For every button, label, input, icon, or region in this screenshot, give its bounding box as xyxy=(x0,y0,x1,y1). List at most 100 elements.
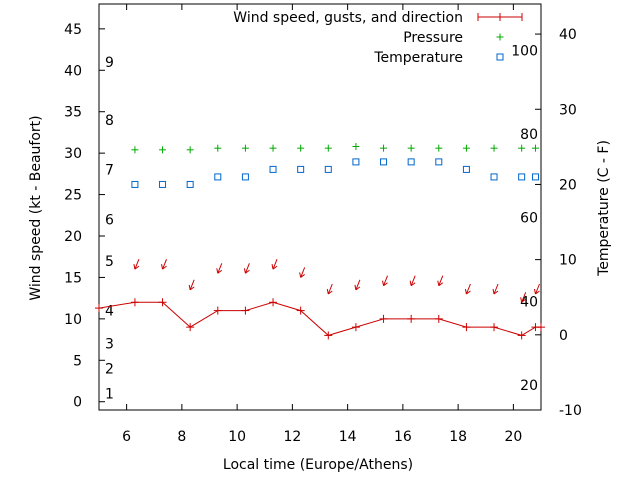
arrow-shaft xyxy=(327,283,333,295)
pressure-point xyxy=(462,144,470,152)
legend-label: Wind speed, gusts, and direction xyxy=(233,10,463,26)
pressure-point xyxy=(518,144,526,152)
arrow-head-right xyxy=(493,290,499,295)
wind-direction-arrow xyxy=(437,275,444,287)
left-axis-ticks: 0 5 10 15 20 25 30 35 40 45 xyxy=(64,22,105,411)
temperature-point xyxy=(324,165,332,173)
arrow-head-left xyxy=(520,297,523,303)
beaufort-label: 5 xyxy=(105,254,114,270)
right-tick-label: 10 xyxy=(559,253,577,269)
wind-series xyxy=(95,298,545,340)
wind-speed-point xyxy=(95,304,103,313)
wind-speed-point xyxy=(407,314,416,323)
x-tick-label: 16 xyxy=(394,429,412,445)
fahrenheit-label: 100 xyxy=(511,44,538,60)
wind-direction-arrow xyxy=(188,279,195,291)
pressure-point xyxy=(269,144,277,152)
left-tick-label: 5 xyxy=(73,353,82,369)
arrow-head-right xyxy=(466,290,471,295)
wind-direction-arrow xyxy=(243,263,250,274)
wind-speed-point xyxy=(186,323,195,332)
arrow-head-left xyxy=(161,264,164,270)
fahrenheit-label: 20 xyxy=(520,378,538,394)
wind-direction-arrow xyxy=(492,283,499,295)
arrow-head-right xyxy=(327,290,333,295)
arrow-head-right xyxy=(383,282,388,287)
wind-speed-point xyxy=(158,298,167,307)
arrow-head-right xyxy=(134,265,140,270)
pressure-point xyxy=(490,144,498,152)
x-tick-label: 10 xyxy=(228,429,246,445)
wind-direction-arrow xyxy=(409,275,416,287)
wind-speed-point xyxy=(434,314,443,323)
temperature-point xyxy=(131,180,139,188)
arrow-head-left xyxy=(326,288,329,295)
left-tick-label: 45 xyxy=(64,22,82,38)
pressure-point xyxy=(407,144,415,152)
wind-speed-point xyxy=(490,323,499,332)
pressure-series xyxy=(131,143,539,154)
wind-speed-point xyxy=(324,331,333,340)
right-tick-label: 30 xyxy=(559,102,577,118)
arrow-head-left xyxy=(492,288,495,295)
plot-frame-group xyxy=(98,3,542,411)
arrow-shaft xyxy=(300,267,306,278)
arrow-shaft xyxy=(244,263,250,274)
temperature-point xyxy=(186,180,194,188)
wind-speed-line xyxy=(98,301,541,336)
arrow-shaft xyxy=(410,275,416,286)
wind-speed-point xyxy=(351,323,360,332)
arrow-shaft xyxy=(521,292,527,303)
legend-label: Temperature xyxy=(373,50,463,66)
pressure-point xyxy=(297,144,305,152)
wind-direction-arrow xyxy=(520,292,527,303)
pressure-point xyxy=(131,146,139,154)
beaufort-label: 3 xyxy=(105,337,114,353)
temperature-point xyxy=(159,180,167,188)
arrow-head-right xyxy=(217,269,223,274)
temperature-point xyxy=(380,158,388,166)
wind-speed-point xyxy=(517,331,526,340)
wind-direction-arrow xyxy=(354,279,361,291)
temperature-point xyxy=(297,165,305,173)
wind-direction-arrow xyxy=(299,267,306,278)
left-tick-label: 30 xyxy=(64,146,82,162)
arrow-head-right xyxy=(272,265,278,270)
fahrenheit-label: 60 xyxy=(520,211,538,227)
wind-speed-point xyxy=(462,323,471,332)
arrow-shaft xyxy=(189,279,195,291)
arrow-head-right xyxy=(355,286,361,291)
left-tick-label: 0 xyxy=(73,395,82,411)
x-tick-label: 14 xyxy=(339,429,357,445)
beaufort-label: 2 xyxy=(105,362,114,378)
temperature-point xyxy=(269,165,277,173)
arrow-head-left xyxy=(437,280,440,286)
temperature-point xyxy=(531,173,539,181)
beaufort-label: 1 xyxy=(105,386,114,402)
arrow-head-right xyxy=(189,286,195,291)
x-tick-label: 20 xyxy=(504,429,522,445)
left-tick-label: 10 xyxy=(64,312,82,328)
legend-temperature-marker xyxy=(496,53,504,61)
beaufort-label: 6 xyxy=(105,212,114,228)
temperature-point xyxy=(490,173,498,181)
temperature-point xyxy=(352,158,360,166)
right-tick-label: -10 xyxy=(559,403,582,419)
arrow-shaft xyxy=(493,283,499,295)
arrow-head-right xyxy=(410,282,416,287)
wind-direction-arrow xyxy=(326,283,333,295)
x-tick-label: 12 xyxy=(283,429,301,445)
arrow-shaft xyxy=(134,258,140,270)
left-tick-label: 40 xyxy=(64,63,82,79)
wind-direction-arrow xyxy=(464,283,471,295)
wind-speed-point xyxy=(296,306,305,315)
pressure-point xyxy=(531,144,539,152)
pressure-point xyxy=(435,144,443,152)
wind-speed-point xyxy=(241,306,250,315)
temperature-point xyxy=(241,173,249,181)
wind-direction-arrow xyxy=(133,258,140,270)
pressure-point xyxy=(186,146,194,154)
wind-speed-point xyxy=(537,323,545,332)
